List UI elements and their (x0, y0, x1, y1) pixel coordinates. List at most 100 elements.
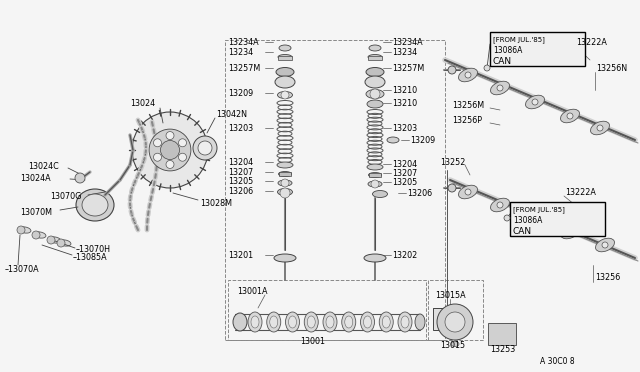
Text: 13257M: 13257M (392, 64, 424, 73)
Text: 13015A: 13015A (435, 292, 466, 301)
Text: A 30C0 8: A 30C0 8 (540, 357, 575, 366)
Ellipse shape (307, 316, 316, 328)
Circle shape (149, 129, 191, 171)
Text: –13070A: –13070A (5, 266, 40, 275)
Ellipse shape (233, 313, 247, 331)
Text: 13070M: 13070M (20, 208, 52, 217)
Circle shape (497, 85, 503, 91)
Ellipse shape (382, 316, 390, 328)
Ellipse shape (364, 254, 386, 262)
Text: 13203: 13203 (392, 124, 417, 132)
Text: 13203: 13203 (228, 124, 253, 132)
Text: 13257M: 13257M (228, 64, 260, 73)
Ellipse shape (277, 162, 293, 168)
Circle shape (567, 113, 573, 119)
Circle shape (198, 141, 212, 155)
Circle shape (602, 242, 608, 248)
Circle shape (47, 236, 55, 244)
Text: –13085A: –13085A (73, 253, 108, 262)
Text: 13028M: 13028M (200, 199, 232, 208)
Ellipse shape (458, 68, 477, 82)
Ellipse shape (278, 189, 292, 196)
Ellipse shape (451, 341, 459, 346)
Ellipse shape (365, 76, 385, 88)
Circle shape (465, 189, 471, 195)
Circle shape (75, 173, 85, 183)
Ellipse shape (275, 76, 295, 88)
Circle shape (465, 72, 471, 78)
Bar (368, 56, 382, 60)
Text: 13205: 13205 (228, 176, 253, 186)
Ellipse shape (278, 92, 292, 99)
Circle shape (166, 132, 174, 140)
Text: 13015: 13015 (440, 340, 465, 350)
Ellipse shape (372, 190, 387, 198)
Text: 13256N: 13256N (596, 64, 627, 73)
Ellipse shape (76, 189, 114, 221)
Circle shape (448, 66, 456, 74)
Ellipse shape (289, 316, 296, 328)
Text: CAN: CAN (513, 227, 532, 235)
Text: 13001: 13001 (300, 337, 325, 346)
Circle shape (32, 231, 40, 239)
Ellipse shape (367, 164, 383, 170)
Text: 13205: 13205 (392, 177, 417, 186)
Ellipse shape (367, 100, 383, 108)
Ellipse shape (490, 198, 509, 212)
Ellipse shape (304, 312, 318, 332)
Ellipse shape (326, 316, 334, 328)
Text: 13086A: 13086A (493, 45, 522, 55)
Ellipse shape (366, 90, 384, 99)
Circle shape (445, 312, 465, 332)
Ellipse shape (59, 240, 71, 246)
Circle shape (437, 304, 473, 340)
Ellipse shape (82, 194, 108, 216)
Bar (225, 40, 445, 340)
Text: 13204: 13204 (228, 157, 253, 167)
Text: 13222A: 13222A (565, 187, 596, 196)
Ellipse shape (368, 181, 382, 187)
Circle shape (448, 184, 456, 192)
Text: [FROM JUL.'85]: [FROM JUL.'85] (513, 206, 565, 214)
Text: 13202: 13202 (392, 250, 417, 260)
Bar (278, 56, 292, 60)
Circle shape (193, 136, 217, 160)
Circle shape (132, 112, 208, 188)
Text: 13222A: 13222A (576, 38, 607, 46)
Ellipse shape (561, 109, 579, 123)
Ellipse shape (278, 171, 291, 176)
Ellipse shape (251, 316, 259, 328)
Ellipse shape (285, 312, 300, 332)
Ellipse shape (345, 316, 353, 328)
Ellipse shape (34, 232, 46, 238)
Text: 13001A: 13001A (237, 286, 268, 295)
Ellipse shape (269, 316, 278, 328)
Text: 13234A: 13234A (228, 38, 259, 46)
Text: 13204: 13204 (392, 160, 417, 169)
Circle shape (57, 239, 65, 247)
Text: 13207: 13207 (228, 167, 253, 176)
Ellipse shape (323, 312, 337, 332)
Circle shape (532, 99, 538, 105)
Ellipse shape (387, 137, 399, 143)
Ellipse shape (49, 237, 61, 243)
Ellipse shape (595, 238, 614, 252)
Text: 13201: 13201 (228, 250, 253, 260)
Circle shape (567, 229, 573, 235)
Text: 13024A: 13024A (20, 173, 51, 183)
Ellipse shape (490, 81, 509, 95)
Bar (510, 202, 605, 236)
Text: 13070G: 13070G (50, 192, 81, 201)
Text: –13070H: –13070H (76, 246, 111, 254)
Text: 13209: 13209 (410, 135, 435, 144)
Text: 13207: 13207 (392, 169, 417, 177)
Text: 13210: 13210 (392, 99, 417, 108)
Ellipse shape (278, 55, 292, 60)
Circle shape (281, 91, 289, 99)
Ellipse shape (279, 45, 291, 51)
Text: 13252: 13252 (440, 157, 465, 167)
Circle shape (484, 65, 490, 71)
Ellipse shape (276, 67, 294, 77)
Ellipse shape (342, 312, 356, 332)
Ellipse shape (369, 173, 381, 177)
